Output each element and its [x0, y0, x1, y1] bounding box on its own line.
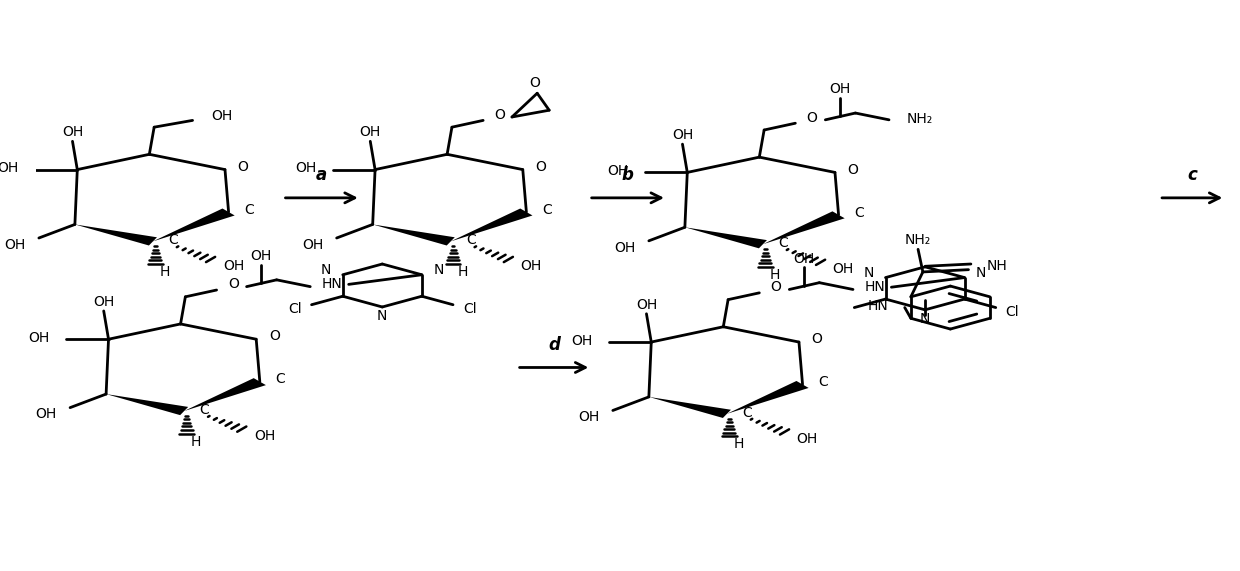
Text: C: C [275, 372, 285, 387]
Text: C: C [542, 203, 552, 217]
Text: N: N [377, 309, 387, 323]
Text: O: O [495, 108, 506, 122]
Text: H: H [770, 268, 780, 282]
Text: OH: OH [223, 259, 244, 274]
Polygon shape [185, 378, 265, 411]
Text: O: O [269, 329, 280, 343]
Text: OH: OH [303, 238, 324, 252]
Polygon shape [684, 227, 768, 248]
Text: OH: OH [295, 162, 316, 175]
Text: C: C [200, 403, 210, 417]
Text: OH: OH [29, 331, 50, 345]
Polygon shape [450, 208, 532, 242]
Text: Cl: Cl [463, 302, 476, 316]
Text: C: C [854, 206, 864, 220]
Text: a: a [316, 166, 327, 184]
Text: N: N [920, 312, 930, 326]
Text: O: O [848, 163, 858, 176]
Text: N: N [433, 263, 444, 278]
Text: H: H [191, 435, 201, 449]
Text: O: O [807, 111, 817, 124]
Text: O: O [238, 160, 248, 174]
Polygon shape [649, 397, 730, 418]
Text: NH: NH [987, 259, 1008, 274]
Text: HN: HN [868, 299, 889, 313]
Text: OH: OH [833, 262, 854, 276]
Text: OH: OH [62, 125, 83, 139]
Text: OH: OH [636, 297, 657, 312]
Text: OH: OH [794, 252, 815, 266]
Text: C: C [169, 234, 179, 247]
Text: d: d [548, 336, 560, 354]
Text: OH: OH [0, 162, 19, 175]
Text: C: C [466, 234, 476, 247]
Text: H: H [160, 265, 170, 279]
Text: C: C [743, 406, 753, 420]
Polygon shape [727, 381, 808, 414]
Text: OH: OH [614, 240, 635, 255]
Text: N: N [864, 266, 874, 280]
Text: OH: OH [830, 82, 851, 96]
Text: OH: OH [578, 410, 599, 424]
Text: OH: OH [254, 429, 275, 443]
Text: H: H [734, 437, 744, 452]
Text: C: C [244, 203, 254, 217]
Text: OH: OH [672, 128, 693, 142]
Text: b: b [622, 166, 634, 184]
Text: O: O [228, 278, 239, 291]
Polygon shape [107, 394, 188, 415]
Text: OH: OH [521, 259, 542, 274]
Text: OH: OH [797, 432, 818, 446]
Text: NH₂: NH₂ [908, 112, 934, 126]
Text: N: N [976, 266, 986, 280]
Text: Cl: Cl [288, 302, 301, 316]
Text: O: O [811, 332, 822, 346]
Text: HN: HN [321, 278, 342, 291]
Text: NH₂: NH₂ [905, 234, 931, 247]
Text: C: C [818, 375, 828, 389]
Text: OH: OH [250, 249, 272, 263]
Text: O: O [771, 280, 781, 294]
Text: O: O [529, 76, 541, 90]
Text: OH: OH [211, 109, 232, 123]
Text: OH: OH [608, 164, 629, 178]
Text: O: O [536, 160, 547, 174]
Text: HN: HN [864, 280, 885, 294]
Text: OH: OH [360, 125, 381, 139]
Text: C: C [779, 236, 789, 250]
Text: OH: OH [93, 295, 114, 309]
Text: OH: OH [4, 238, 26, 252]
Polygon shape [763, 211, 844, 244]
Text: c: c [1187, 166, 1197, 184]
Text: N: N [321, 263, 331, 278]
Polygon shape [373, 224, 455, 246]
Text: H: H [458, 265, 467, 279]
Text: Cl: Cl [1006, 305, 1019, 319]
Text: OH: OH [570, 334, 593, 348]
Text: OH: OH [36, 408, 57, 421]
Polygon shape [74, 224, 157, 246]
Polygon shape [153, 208, 234, 242]
